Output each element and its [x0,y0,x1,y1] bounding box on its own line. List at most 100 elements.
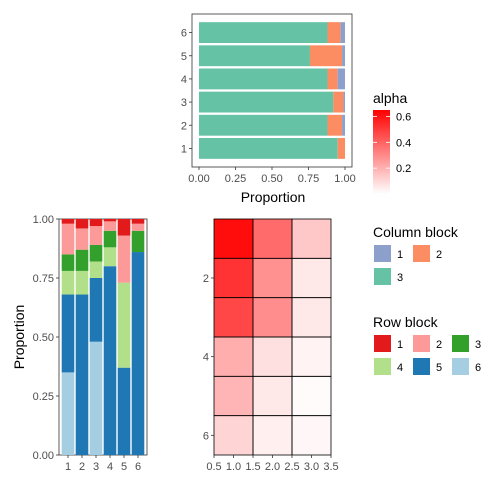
left-y-tick-label: 1.00 [33,214,54,226]
left-bar-segment-col-2-block-2 [75,228,89,250]
left-bar-segment-col-3-block-2 [89,226,103,245]
left-bar-segment-col-1-block-5 [61,294,75,373]
top-bar-segment-row-5-block-1 [342,45,345,67]
heatmap-cell-r6-c2 [252,415,293,456]
left-bar-segment-col-1-block-4 [61,270,75,295]
heatmap-x-tick-label: 1.0 [226,461,241,473]
heatmap-cell-r6-c3 [291,415,332,456]
heatmap-x-tick-label: 2.0 [265,461,280,473]
row-block-keys: 1 2 3 4 5 6 [374,335,481,375]
heatmap-y-tick-label: 6 [203,430,209,442]
heatmap-cell-r6-c1 [213,415,254,456]
heatmap-x-tick-label: 3.0 [304,461,319,473]
top-bar-segment-row-6-block-3 [199,22,328,44]
top-x-tick-label: 0.50 [261,173,282,185]
heatmap-cell-r5-c1 [213,375,254,417]
left-bar-segment-col-2-block-4 [75,270,89,295]
column-block-keys: 1 2 3 [374,245,442,285]
left-y-axis-label: Proportion [11,305,27,370]
top-y-tick-label: 4 [181,74,187,86]
heatmap-cell-r5-c3 [291,375,332,417]
top-x-tick-label: 1.00 [334,173,355,185]
row-block-legend-title: Row block [373,314,439,330]
top-y-tick-label: 1 [181,143,187,155]
heatmap-cell-r4-c3 [291,336,332,377]
top-x-tick-label: 0.75 [298,173,319,185]
left-bar-segment-col-6-block-1 [131,219,145,224]
top-bar-segment-row-2-block-3 [199,114,328,136]
alpha-tick-label: 0.4 [396,137,411,149]
heatmap-cell-r3-c3 [291,297,332,338]
heatmap-cell-r4-c1 [213,336,254,377]
column-block-key-swatch-2 [413,245,430,262]
alpha-colorbar-ticks: 0.6 0.4 0.2 [373,111,411,175]
top-x-tick-label: 0.00 [188,173,209,185]
column-block-legend: Column block 1 2 3 [373,224,459,285]
left-bar-segment-col-5-block-1 [117,219,131,236]
left-bars [61,219,145,455]
left-bar-segment-col-3-block-5 [89,278,103,342]
column-block-key-label: 2 [436,249,442,261]
left-x-tick-label: 1 [65,461,71,473]
top-x-tick-labels: 0.00 0.25 0.50 0.75 1.00 [188,167,356,185]
left-bar-segment-col-4-block-4 [103,247,117,267]
left-bar-segment-col-4-block-5 [103,266,117,455]
top-y-tick-label: 5 [181,51,187,63]
heatmap-cells [213,218,332,456]
heatmap-x-tick-label: 1.5 [245,461,260,473]
top-bar-segment-row-3-block-2 [333,91,344,113]
left-x-tick-label: 3 [93,461,99,473]
row-block-key-swatch-2 [413,335,430,352]
left-y-tick-label: 0.25 [33,391,54,403]
left-y-tick-label: 0.00 [33,450,54,462]
top-bar-segment-row-6-block-2 [327,22,341,44]
top-bar-segment-row-5-block-3 [199,45,310,67]
left-x-tick-label: 6 [135,461,141,473]
row-block-key-label: 5 [436,362,442,374]
column-block-key-label: 1 [397,249,403,261]
heatmap-x-tick-label: 3.5 [323,461,338,473]
top-stacked-bar-chart: 1 2 3 4 5 6 0.00 0.25 0.50 0.75 1.00 Proportion [181,13,356,205]
left-bar-segment-col-4-block-2 [103,221,117,231]
row-block-key-swatch-3 [452,335,469,352]
row-block-key-label: 1 [397,339,403,351]
left-bar-segment-col-5-block-2 [117,235,131,283]
left-bar-segment-col-1-block-3 [61,254,75,271]
column-block-key-swatch-1 [374,245,391,262]
left-y-tick-label: 0.75 [33,273,54,285]
heatmap-y-tick-label: 4 [203,352,209,364]
left-x-tick-label: 4 [107,461,113,473]
alpha-legend-title: alpha [373,90,407,106]
left-bar-segment-col-5-block-4 [117,282,131,368]
top-bars [199,22,345,159]
row-block-key-swatch-1 [374,335,391,352]
left-bar-segment-col-3-block-1 [89,219,103,227]
top-bar-segment-row-6-block-1 [340,22,345,44]
row-block-key-label: 6 [475,362,481,374]
heatmap-cell-r2-c1 [213,257,254,299]
heatmap-y-tick-labels: 2 4 6 [203,273,214,442]
left-bar-segment-col-1-block-6 [61,372,75,455]
left-x-tick-label: 2 [79,461,85,473]
heatmap-cell-r3-c2 [252,297,293,338]
left-bar-segment-col-3-block-3 [89,244,103,262]
row-block-key-label: 2 [436,339,442,351]
top-x-tick-label: 0.25 [225,173,246,185]
left-bar-segment-col-3-block-6 [89,341,103,455]
top-y-tick-label: 2 [181,120,187,132]
column-block-key-swatch-3 [374,268,391,285]
alpha-tick-label: 0.2 [396,163,411,175]
top-y-tick-label: 3 [181,97,187,109]
left-bar-segment-col-6-block-2 [131,223,145,231]
heatmap-x-tick-label: 2.5 [284,461,299,473]
top-bar-segment-row-2-block-1 [342,114,345,136]
row-block-legend: Row block 1 2 3 4 5 6 [373,314,481,375]
heatmap-cell-r1-c3 [291,218,332,259]
heatmap-cell-r4-c2 [252,336,293,377]
column-block-legend-title: Column block [373,224,459,240]
left-bar-segment-col-2-block-1 [75,219,89,229]
left-y-tick-labels: 0.00 0.25 0.50 0.75 1.00 [33,214,59,462]
